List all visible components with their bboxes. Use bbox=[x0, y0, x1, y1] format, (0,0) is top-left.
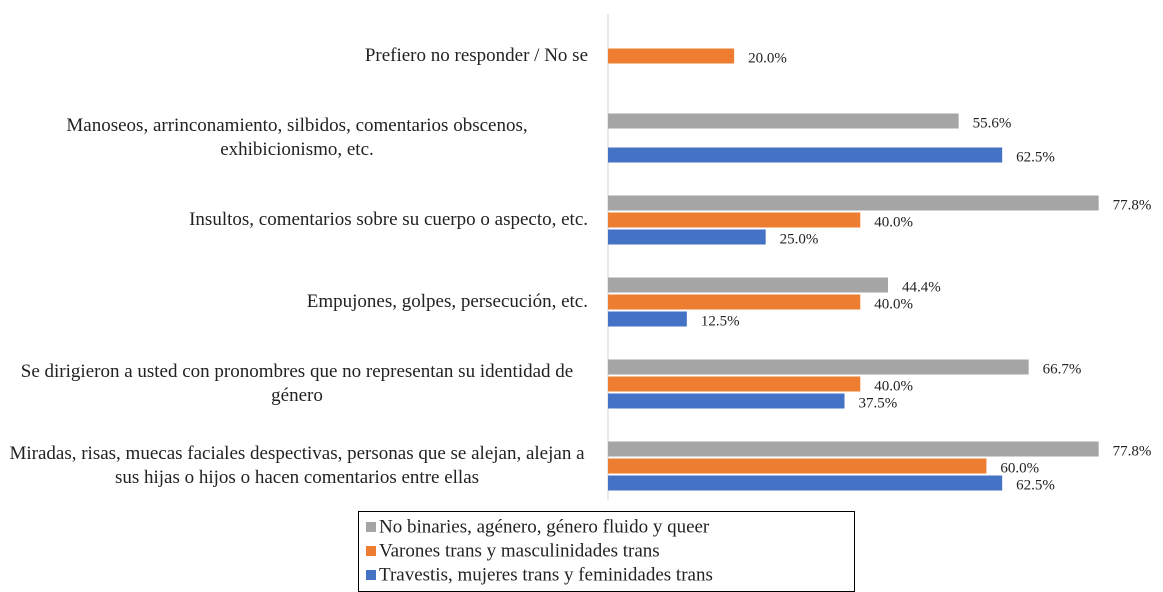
bar bbox=[608, 147, 1003, 163]
legend-swatch bbox=[366, 522, 376, 532]
legend-swatch bbox=[366, 570, 376, 580]
value-label: 77.8% bbox=[1113, 443, 1152, 459]
bar bbox=[608, 48, 735, 64]
value-label: 12.5% bbox=[701, 313, 740, 329]
category-label: Insultos, comentarios sobre su cuerpo o … bbox=[189, 209, 588, 230]
bar bbox=[608, 212, 861, 228]
category-label: Prefiero no responder / No se bbox=[364, 45, 588, 66]
value-label: 20.0% bbox=[748, 50, 787, 66]
bar bbox=[608, 441, 1099, 457]
bar bbox=[608, 475, 1003, 491]
legend-label: Varones trans y masculinidades trans bbox=[379, 540, 660, 561]
bar bbox=[608, 195, 1099, 211]
legend-label: No binaries, agénero, género fluido y qu… bbox=[379, 516, 710, 537]
value-label: 40.0% bbox=[874, 296, 913, 312]
bar bbox=[608, 113, 959, 129]
bar bbox=[608, 311, 687, 327]
category-label: Empujones, golpes, persecución, etc. bbox=[306, 291, 588, 312]
bar bbox=[608, 458, 987, 474]
value-label: 40.0% bbox=[874, 214, 913, 230]
category-label: Se dirigieron a usted con pronombres que… bbox=[20, 361, 574, 406]
value-label: 66.7% bbox=[1043, 361, 1082, 377]
bar bbox=[608, 277, 889, 293]
bar bbox=[608, 294, 861, 310]
value-label: 77.8% bbox=[1113, 197, 1152, 213]
bar bbox=[608, 229, 766, 245]
value-label: 40.0% bbox=[874, 378, 913, 394]
bar bbox=[608, 376, 861, 392]
value-label: 37.5% bbox=[859, 395, 898, 411]
value-label: 55.6% bbox=[973, 115, 1012, 131]
category-label: Miradas, risas, muecas faciales despecti… bbox=[9, 443, 585, 488]
value-label: 60.0% bbox=[1000, 460, 1039, 476]
value-label: 62.5% bbox=[1016, 149, 1055, 165]
legend-swatch bbox=[366, 546, 376, 556]
legend-label: Travestis, mujeres trans y feminidades t… bbox=[379, 564, 713, 585]
value-label: 44.4% bbox=[902, 279, 941, 295]
bar bbox=[608, 359, 1029, 375]
bar bbox=[608, 393, 845, 409]
value-label: 25.0% bbox=[780, 231, 819, 247]
category-label: Manoseos, arrinconamiento, silbidos, com… bbox=[66, 115, 528, 160]
value-label: 62.5% bbox=[1016, 477, 1055, 493]
